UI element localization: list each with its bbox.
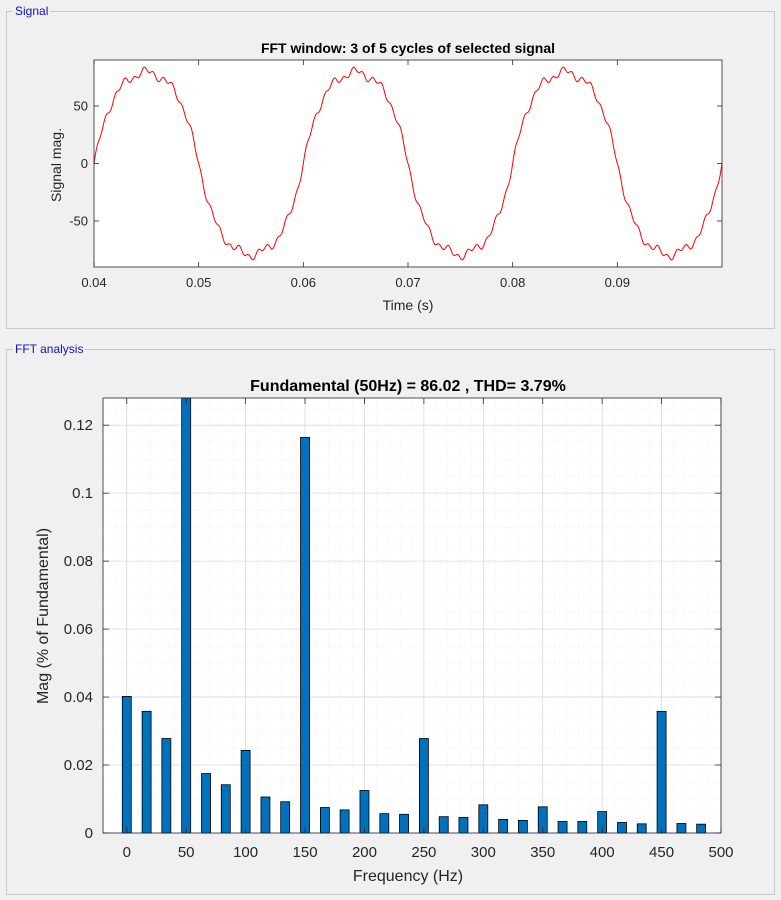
fft-bar bbox=[399, 813, 409, 834]
fft-bar bbox=[121, 695, 132, 834]
fft-x-tick-label: 500 bbox=[708, 844, 733, 861]
fft-bar bbox=[280, 801, 291, 834]
signal-panel-title: Signal bbox=[13, 3, 51, 19]
fft-x-tick-label: 50 bbox=[178, 844, 195, 861]
signal-chart-title: FFT window: 3 of 5 cycles of selected si… bbox=[261, 40, 555, 56]
fft-bar bbox=[220, 784, 231, 834]
signal-x-tick-label: 0.07 bbox=[395, 275, 420, 290]
fft-bar bbox=[617, 822, 627, 834]
fft-y-tick-label: 0.04 bbox=[64, 689, 93, 706]
signal-x-tick-label: 0.05 bbox=[186, 275, 211, 290]
fft-x-tick-label: 400 bbox=[590, 844, 615, 861]
signal-x-tick-label: 0.09 bbox=[605, 275, 630, 290]
fft-bar bbox=[418, 738, 429, 834]
signal-x-tick-label: 0.06 bbox=[291, 275, 316, 290]
fft-bar bbox=[161, 738, 172, 834]
fft-y-tick-label: 0.12 bbox=[64, 417, 93, 434]
fft-x-axis-label: Frequency (Hz) bbox=[353, 868, 463, 885]
signal-y-tick-label: -50 bbox=[69, 214, 88, 229]
fft-y-tick-label: 0 bbox=[85, 825, 93, 842]
fft-y-tick-label: 0.1 bbox=[72, 485, 93, 502]
fft-x-tick-label: 350 bbox=[530, 844, 555, 861]
fft-bar bbox=[696, 823, 707, 834]
fft-y-tick-label: 0.02 bbox=[64, 757, 93, 774]
fft-y-axis-label: Mag (% of Fundamental) bbox=[35, 528, 52, 704]
fft-bar bbox=[517, 820, 528, 834]
signal-x-tick-label: 0.04 bbox=[81, 275, 106, 290]
fft-panel-title: FFT analysis bbox=[13, 341, 86, 357]
fft-x-tick-label: 250 bbox=[411, 844, 436, 861]
fft-x-tick-label: 100 bbox=[233, 844, 258, 861]
fft-bar bbox=[676, 823, 687, 834]
fft-x-tick-label: 0 bbox=[123, 844, 131, 861]
fft-bar bbox=[141, 710, 152, 834]
fft-bar bbox=[577, 821, 588, 834]
signal-line bbox=[93, 66, 723, 261]
fft-x-tick-label: 300 bbox=[471, 844, 496, 861]
fft-bar bbox=[339, 809, 350, 834]
fft-bar bbox=[498, 819, 509, 834]
fft-x-tick-label: 200 bbox=[352, 844, 377, 861]
fft-bar bbox=[557, 821, 568, 834]
signal-y-tick-label: 0 bbox=[81, 156, 88, 171]
fft-bar bbox=[240, 750, 251, 834]
fft-bar bbox=[379, 813, 390, 834]
fft-bar bbox=[359, 790, 370, 834]
fft-chart-title: Fundamental (50Hz) = 86.02 , THD= 3.79% bbox=[250, 378, 566, 395]
fft-bar bbox=[438, 816, 449, 834]
fft-bar bbox=[319, 807, 330, 834]
signal-y-axis-label: Signal mag. bbox=[48, 128, 64, 202]
signal-x-tick-label: 0.08 bbox=[500, 275, 525, 290]
fft-y-tick-label: 0.06 bbox=[64, 621, 93, 638]
fft-bar bbox=[458, 816, 469, 834]
signal-x-axis-label: Time (s) bbox=[383, 297, 434, 313]
fft-x-tick-label: 150 bbox=[293, 844, 318, 861]
signal-chart: FFT window: 3 of 5 cycles of selected si… bbox=[48, 40, 723, 313]
fft-bar bbox=[181, 397, 192, 834]
fft-bar bbox=[260, 796, 271, 834]
fft-bar bbox=[300, 437, 310, 834]
signal-y-tick-label: 50 bbox=[74, 99, 88, 114]
fft-bar bbox=[201, 773, 211, 834]
fft-y-tick-label: 0.08 bbox=[64, 553, 93, 570]
fft-bar bbox=[656, 710, 667, 834]
fft-x-tick-label: 450 bbox=[649, 844, 674, 861]
fft-bar bbox=[636, 823, 647, 834]
